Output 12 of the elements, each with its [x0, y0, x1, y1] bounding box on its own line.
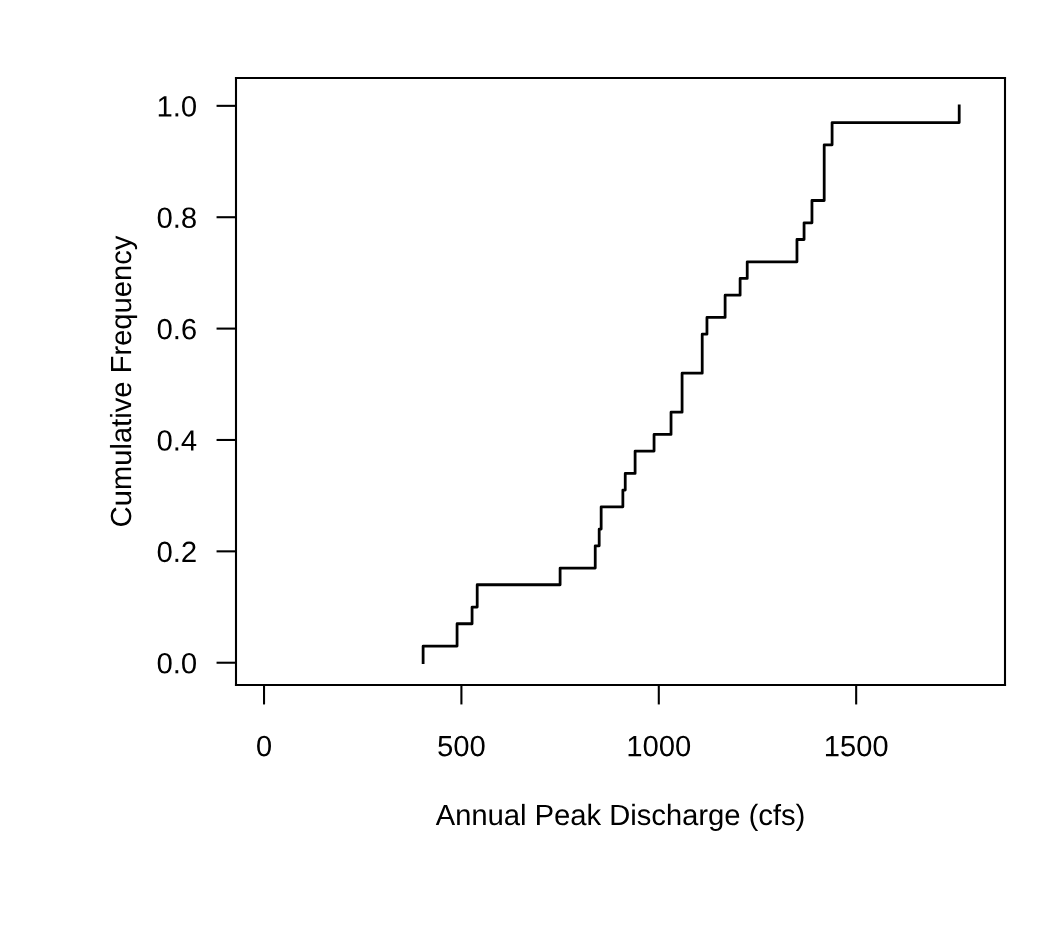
x-tick-label: 500	[438, 735, 485, 757]
x-tick-label: 1500	[825, 735, 888, 757]
x-tick-label: 0	[257, 735, 271, 757]
y-tick-label: 0.8	[157, 207, 196, 229]
y-tick-label: 0.2	[157, 541, 196, 563]
y-tick-label: 0.4	[157, 430, 197, 451]
y-tick-label: 1.0	[158, 96, 196, 117]
y-tick-label: 0.0	[157, 652, 196, 674]
y-axis-title: Cumulative Frequency	[109, 235, 138, 526]
x-axis-title: Annual Peak Discharge (cfs)	[435, 803, 804, 832]
x-tick-label: 1000	[628, 735, 691, 757]
y-tick-label: 0.6	[157, 318, 196, 340]
